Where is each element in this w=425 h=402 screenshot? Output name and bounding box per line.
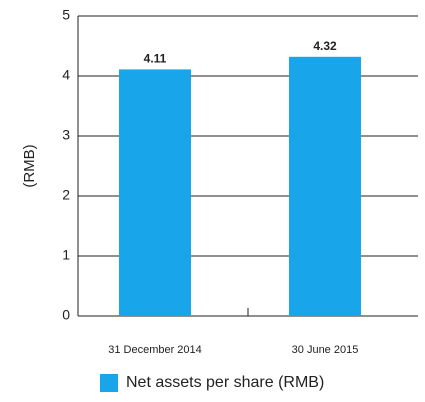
y-tick-label: 4 bbox=[62, 67, 70, 83]
y-tick-label: 3 bbox=[62, 127, 70, 143]
data-label: 4.32 bbox=[313, 39, 337, 53]
bar bbox=[289, 56, 361, 317]
y-tick-label: 5 bbox=[62, 7, 70, 23]
data-label: 4.11 bbox=[144, 52, 167, 66]
y-tick-label: 1 bbox=[62, 247, 70, 263]
y-tick-label: 0 bbox=[62, 307, 70, 323]
y-axis-label: (RMB) bbox=[21, 144, 38, 187]
legend-label: Net assets per share (RMB) bbox=[126, 374, 324, 391]
x-tick-label: 31 December 2014 bbox=[108, 344, 202, 356]
legend-swatch bbox=[100, 374, 118, 392]
y-tick-label: 2 bbox=[62, 187, 70, 203]
bar bbox=[119, 69, 191, 317]
x-tick-label: 30 June 2015 bbox=[292, 344, 359, 356]
